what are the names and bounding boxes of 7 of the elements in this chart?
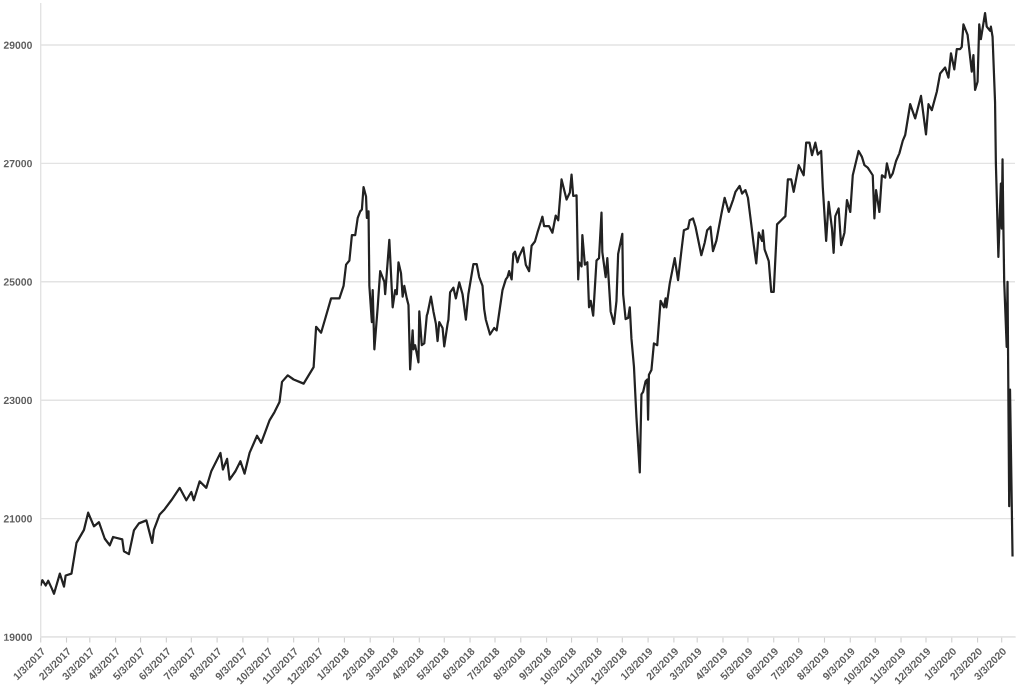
line-series (40, 11, 1014, 595)
y-tick-label: 25000 (3, 278, 32, 286)
y-tick-label: 23000 (3, 396, 32, 405)
y-tick-label: 27000 (3, 159, 32, 168)
y-tick-label: 29000 (3, 41, 32, 49)
y-tick-label: 21000 (3, 515, 32, 523)
y-tick-label: 19000 (4, 633, 32, 641)
